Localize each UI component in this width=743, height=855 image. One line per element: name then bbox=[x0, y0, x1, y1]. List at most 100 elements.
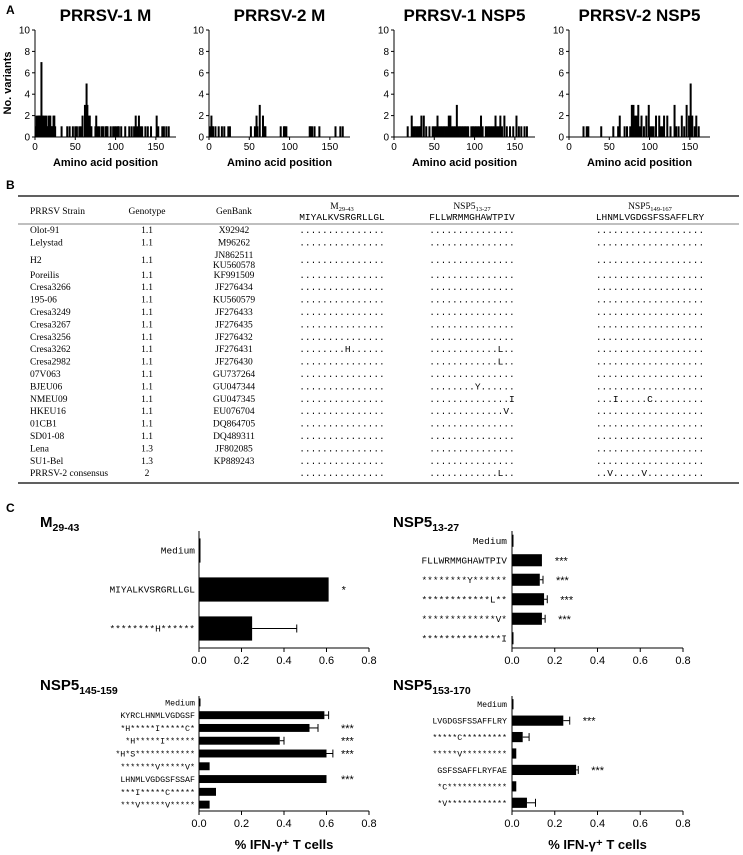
variant-bar bbox=[486, 126, 489, 137]
genbank-id: DQ864705 bbox=[213, 420, 255, 430]
variant-bar bbox=[68, 126, 71, 137]
variant-bar bbox=[629, 126, 632, 137]
variant-bar bbox=[441, 126, 444, 137]
response-bar bbox=[512, 534, 514, 547]
response-bar bbox=[199, 749, 327, 758]
table-row: Cresa3262 1.1 JF276431 ........H...........… bbox=[30, 344, 704, 355]
genotype: 1.1 bbox=[141, 333, 153, 343]
x-tick-label: 0.4 bbox=[590, 818, 605, 830]
response-bar bbox=[199, 800, 210, 809]
table-row: Cresa3266 1.1 JF276434....................… bbox=[30, 282, 704, 293]
x-tick-label: 0.4 bbox=[276, 818, 291, 830]
x-tick-label: 0.6 bbox=[319, 818, 334, 830]
significance-label: *** bbox=[558, 614, 572, 626]
variant-bar bbox=[112, 126, 115, 137]
response-bar bbox=[199, 698, 201, 707]
variant-bar bbox=[509, 126, 512, 137]
table-row: NMEU09 1.1 GU047345.......................… bbox=[30, 394, 704, 405]
variant-bar bbox=[117, 126, 120, 137]
variant-bar bbox=[96, 126, 99, 137]
variant-bar bbox=[496, 126, 499, 137]
m-alignment: ............... bbox=[299, 332, 385, 343]
variant-bar bbox=[217, 126, 220, 137]
variant-bar bbox=[523, 126, 526, 137]
genbank-id: KU560579 bbox=[213, 296, 255, 306]
x-tick-label: 0.0 bbox=[191, 655, 206, 667]
nsp5-13-alignment: ............... bbox=[429, 237, 515, 248]
m-alignment: ............... bbox=[299, 456, 385, 467]
peptide-label: Medium bbox=[165, 698, 195, 708]
response-bar bbox=[199, 723, 310, 732]
response-bar bbox=[199, 616, 253, 641]
peptide-label: ***V*****V***** bbox=[120, 801, 195, 811]
peptide-label: *******V*****V* bbox=[120, 762, 195, 772]
variant-bar bbox=[434, 126, 437, 137]
nsp5-13-alignment: ............... bbox=[429, 456, 515, 467]
panel-label-c: C bbox=[6, 501, 15, 515]
m-alignment: ............... bbox=[299, 443, 385, 454]
m-alignment: ............... bbox=[299, 319, 385, 330]
genotype: 1.1 bbox=[141, 420, 153, 430]
y-tick-label: 8 bbox=[24, 47, 30, 58]
variant-bar bbox=[157, 126, 160, 137]
nsp5-149-alignment: ................... bbox=[596, 332, 704, 343]
y-tick-label: 0 bbox=[383, 133, 389, 144]
peptide-label: LVGDGSFSSAFFLRY bbox=[432, 718, 507, 727]
variant-bar bbox=[133, 126, 136, 137]
genotype: 1.1 bbox=[141, 370, 153, 380]
m-alignment: ............... bbox=[299, 270, 385, 281]
variant-bar bbox=[120, 126, 123, 137]
variant-bar bbox=[410, 115, 413, 137]
table-row: Cresa2982 1.1 JF276430....................… bbox=[30, 357, 704, 368]
m-alignment: ............... bbox=[299, 369, 385, 380]
x-tick-label: 0.4 bbox=[590, 655, 605, 667]
significance-label: *** bbox=[341, 723, 355, 735]
peptide-label: *H*****I*****C* bbox=[120, 724, 195, 734]
y-tick-label: 4 bbox=[198, 90, 204, 101]
variant-bar bbox=[253, 126, 256, 137]
peptide-label: KYRCLHNMLVGDGSF bbox=[120, 712, 195, 721]
strain-name: Poreilis bbox=[30, 271, 59, 281]
variant-bar bbox=[95, 115, 98, 137]
x-tick-label: 100 bbox=[281, 142, 298, 153]
variant-bar bbox=[102, 126, 105, 137]
y-tick-label: 0 bbox=[558, 133, 564, 144]
x-tick-label: 0.6 bbox=[633, 655, 648, 667]
m-alignment: ............... bbox=[299, 282, 385, 293]
y-tick-label: 6 bbox=[198, 68, 204, 79]
header-genotype: Genotype bbox=[129, 207, 166, 217]
variant-bar bbox=[134, 115, 137, 137]
variant-bar bbox=[689, 83, 692, 137]
variant-bar bbox=[439, 126, 442, 137]
peptide-label: ********H****** bbox=[109, 624, 195, 635]
significance-label: *** bbox=[560, 594, 574, 606]
variant-bar bbox=[459, 126, 462, 137]
table-row: Cresa3267 1.1 JF276435....................… bbox=[30, 319, 704, 330]
variant-bar bbox=[582, 126, 585, 137]
variant-bar bbox=[455, 104, 458, 137]
significance-label: * bbox=[342, 585, 347, 597]
nsp5-13-alignment: ............... bbox=[429, 282, 515, 293]
response-bar bbox=[512, 781, 517, 792]
y-tick-label: 10 bbox=[193, 26, 205, 37]
variant-bar bbox=[60, 126, 63, 137]
response-bar bbox=[512, 554, 542, 567]
strain-name: HKEU16 bbox=[30, 407, 66, 417]
variant-bar bbox=[339, 126, 342, 137]
peptide-name: NSP5149-167 bbox=[628, 202, 673, 213]
x-tick-label: 0.8 bbox=[675, 818, 690, 830]
variant-bar bbox=[249, 126, 252, 137]
m-alignment: ............... bbox=[299, 419, 385, 430]
variant-bar bbox=[471, 126, 474, 137]
variant-bar bbox=[618, 115, 621, 137]
y-tick-label: 8 bbox=[198, 47, 204, 58]
strain-name: NMEU09 bbox=[30, 395, 68, 405]
x-tick-label: 0 bbox=[566, 142, 572, 153]
variant-bar bbox=[600, 126, 603, 137]
y-axis-label: No. variants bbox=[2, 52, 14, 115]
m-alignment: ............... bbox=[299, 295, 385, 306]
variant-bar bbox=[666, 115, 669, 137]
variant-bar bbox=[74, 126, 77, 137]
genbank-id: JF276433 bbox=[215, 308, 253, 318]
